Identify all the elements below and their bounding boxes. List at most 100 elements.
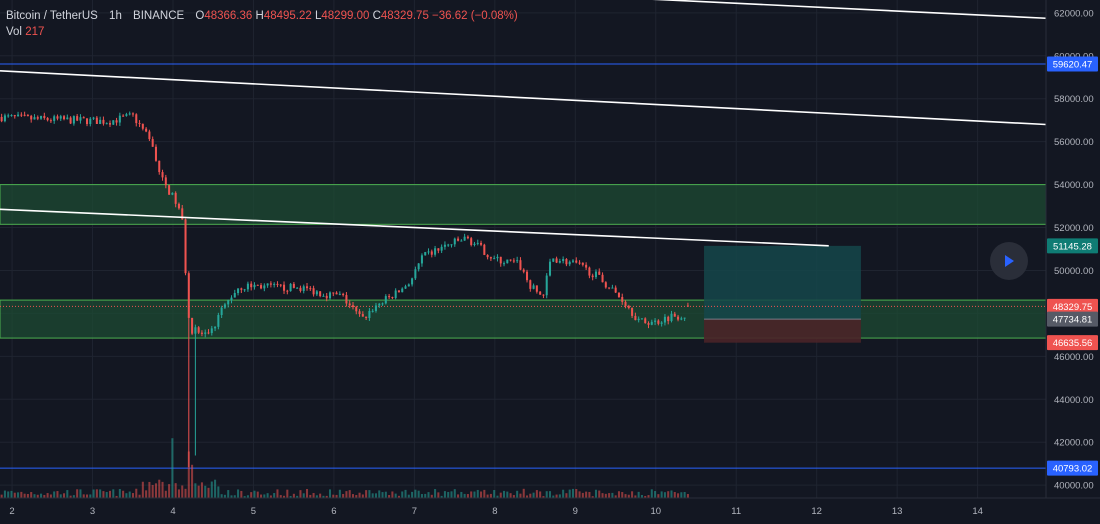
volume-bar xyxy=(466,494,469,498)
volume-bar xyxy=(328,489,332,498)
volume-bar xyxy=(440,495,443,498)
candle-body xyxy=(443,244,446,247)
candle-body xyxy=(210,328,213,334)
candle-body xyxy=(53,116,56,121)
volume-bar xyxy=(361,494,364,498)
volume-bar xyxy=(296,495,299,498)
candle-body xyxy=(20,114,23,116)
volume-bar xyxy=(453,489,456,498)
candle-body xyxy=(315,291,318,295)
trendline xyxy=(0,70,1047,126)
legend-volume-label[interactable]: Vol xyxy=(6,26,22,38)
volume-bar xyxy=(473,491,476,498)
volume-bar xyxy=(476,489,479,498)
volume-bar xyxy=(542,496,545,498)
volume-bar xyxy=(10,490,13,498)
volume-bar xyxy=(677,493,680,498)
legend-low-value: 48299.00 xyxy=(321,10,370,22)
volume-bar xyxy=(309,494,312,498)
candle-body xyxy=(407,284,410,287)
volume-bar xyxy=(673,492,676,498)
price-axis-tick-label: 62000.00 xyxy=(1054,8,1094,19)
volume-bar xyxy=(555,494,558,498)
position-stop-area xyxy=(704,319,861,343)
volume-bar xyxy=(266,493,269,498)
candle-body xyxy=(99,119,102,125)
zone-rectangle xyxy=(0,184,1047,225)
candle-body xyxy=(667,316,670,322)
candle-body xyxy=(335,292,338,295)
candle-body xyxy=(217,315,220,327)
volume-bar xyxy=(601,493,604,498)
trendline xyxy=(0,208,829,247)
volume-bar xyxy=(424,493,427,498)
volume-bar xyxy=(457,494,460,498)
price-axis-tick-label: 44000.00 xyxy=(1054,395,1094,406)
volume-bar xyxy=(430,494,433,498)
volume-bar xyxy=(670,490,673,498)
candle-body xyxy=(391,297,394,299)
candle-body xyxy=(322,295,325,297)
volume-bar xyxy=(0,494,3,498)
time-axis-tick-label: 14 xyxy=(972,506,983,517)
candle-body xyxy=(558,261,561,263)
candle-body xyxy=(276,283,279,285)
zone-rectangle xyxy=(0,299,1047,339)
candle-body xyxy=(181,208,184,220)
candle-body xyxy=(30,115,33,120)
volume-bar xyxy=(480,491,483,498)
scroll-to-realtime-button[interactable] xyxy=(990,242,1028,280)
candle-body xyxy=(141,123,144,129)
candle-body xyxy=(365,316,368,319)
candle-body xyxy=(588,267,591,276)
volume-bar xyxy=(151,485,154,498)
candle-body xyxy=(657,320,660,324)
candle-body xyxy=(532,285,535,289)
candle-body xyxy=(420,255,423,264)
volume-bar xyxy=(177,489,180,498)
candle-body xyxy=(89,118,92,125)
volume-bar xyxy=(568,489,571,498)
volume-bar xyxy=(197,485,200,498)
candle-body xyxy=(197,327,200,333)
price-axis-background xyxy=(1046,0,1100,524)
volume-bar xyxy=(115,495,118,498)
legend-low-label: L xyxy=(314,10,322,22)
volume-bar xyxy=(105,491,108,498)
legend-symbol[interactable]: Bitcoin / TetherUS xyxy=(6,10,98,22)
volume-bar xyxy=(187,451,190,498)
candle-body xyxy=(325,295,328,299)
volume-bar xyxy=(3,490,6,498)
candle-body xyxy=(509,259,512,261)
volume-bar xyxy=(76,489,79,498)
candle-body xyxy=(296,287,299,289)
volume-bar xyxy=(79,489,82,498)
candle-body xyxy=(598,271,601,275)
candle-body xyxy=(575,260,578,263)
volume-bar xyxy=(194,483,197,498)
candle-body xyxy=(59,116,62,119)
candle-body xyxy=(177,203,180,209)
legend-interval[interactable]: 1h xyxy=(109,10,122,22)
candle-body xyxy=(125,114,128,116)
volume-bar xyxy=(401,491,404,498)
volume-bar xyxy=(443,491,446,498)
candle-body xyxy=(161,172,164,178)
candle-body xyxy=(85,118,89,125)
candle-body xyxy=(26,115,29,117)
volume-bar xyxy=(85,494,89,498)
candle-body xyxy=(608,287,611,289)
candle-body xyxy=(118,115,121,123)
volume-bar xyxy=(69,495,72,498)
candle-body xyxy=(351,305,355,308)
volume-bar xyxy=(286,489,289,498)
candle-body xyxy=(286,290,289,292)
candle-body xyxy=(670,313,673,322)
candle-body xyxy=(565,259,568,265)
volume-bar xyxy=(499,492,502,498)
candle-body xyxy=(292,283,295,288)
price-axis-label-text: 40793.02 xyxy=(1053,464,1093,475)
candle-body xyxy=(200,332,203,334)
